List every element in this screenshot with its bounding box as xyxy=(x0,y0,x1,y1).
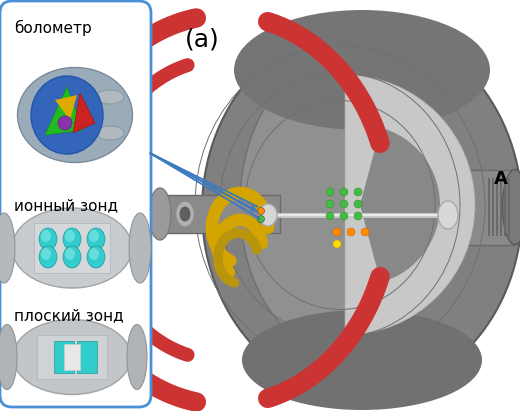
Circle shape xyxy=(326,212,334,220)
Circle shape xyxy=(340,200,348,208)
Circle shape xyxy=(347,228,355,236)
Text: ионный зонд: ионный зонд xyxy=(14,198,118,213)
Polygon shape xyxy=(45,87,83,135)
Ellipse shape xyxy=(63,246,81,268)
Ellipse shape xyxy=(0,213,15,283)
Circle shape xyxy=(354,200,362,208)
Ellipse shape xyxy=(65,230,75,242)
Circle shape xyxy=(58,116,72,130)
Wedge shape xyxy=(360,128,440,282)
Bar xyxy=(34,223,110,273)
Bar xyxy=(160,195,280,233)
Circle shape xyxy=(354,188,362,196)
Ellipse shape xyxy=(240,58,440,353)
Bar xyxy=(500,178,502,236)
Ellipse shape xyxy=(438,201,458,229)
Ellipse shape xyxy=(242,310,482,410)
Ellipse shape xyxy=(41,248,51,260)
Ellipse shape xyxy=(87,228,105,250)
Ellipse shape xyxy=(129,213,151,283)
Ellipse shape xyxy=(234,10,490,130)
Ellipse shape xyxy=(180,207,190,221)
Ellipse shape xyxy=(18,67,133,162)
Bar xyxy=(492,178,494,236)
Polygon shape xyxy=(73,93,95,133)
Ellipse shape xyxy=(502,169,520,245)
Bar xyxy=(508,178,510,236)
Bar xyxy=(496,178,498,236)
Bar xyxy=(430,170,515,245)
Ellipse shape xyxy=(65,248,75,260)
Circle shape xyxy=(326,200,334,208)
Ellipse shape xyxy=(0,325,17,390)
Ellipse shape xyxy=(259,204,277,226)
Text: болометр: болометр xyxy=(14,20,92,36)
Bar xyxy=(37,335,107,379)
Circle shape xyxy=(333,240,341,248)
Ellipse shape xyxy=(13,319,131,395)
Ellipse shape xyxy=(202,25,520,395)
Ellipse shape xyxy=(96,126,124,140)
Ellipse shape xyxy=(63,228,81,250)
Ellipse shape xyxy=(87,246,105,268)
Ellipse shape xyxy=(39,228,57,250)
Ellipse shape xyxy=(39,246,57,268)
Bar xyxy=(54,341,74,373)
Text: (a): (a) xyxy=(185,28,220,52)
Polygon shape xyxy=(55,95,77,120)
Circle shape xyxy=(257,215,265,222)
Wedge shape xyxy=(345,75,475,335)
Circle shape xyxy=(333,228,341,236)
FancyBboxPatch shape xyxy=(0,1,151,407)
Circle shape xyxy=(340,188,348,196)
Bar xyxy=(488,178,490,236)
Circle shape xyxy=(354,212,362,220)
Ellipse shape xyxy=(149,188,171,240)
Ellipse shape xyxy=(127,325,147,390)
Circle shape xyxy=(340,212,348,220)
Ellipse shape xyxy=(31,76,103,154)
Ellipse shape xyxy=(176,201,194,226)
Ellipse shape xyxy=(89,230,99,242)
Bar xyxy=(77,341,97,373)
Text: плоский зонд: плоский зонд xyxy=(14,308,124,323)
Ellipse shape xyxy=(89,248,99,260)
Text: A: A xyxy=(494,170,508,188)
Circle shape xyxy=(257,208,265,215)
Bar xyxy=(504,178,506,236)
Ellipse shape xyxy=(12,208,132,288)
Circle shape xyxy=(326,188,334,196)
Circle shape xyxy=(361,228,369,236)
Bar xyxy=(64,344,80,370)
Ellipse shape xyxy=(41,230,51,242)
Ellipse shape xyxy=(96,90,124,104)
